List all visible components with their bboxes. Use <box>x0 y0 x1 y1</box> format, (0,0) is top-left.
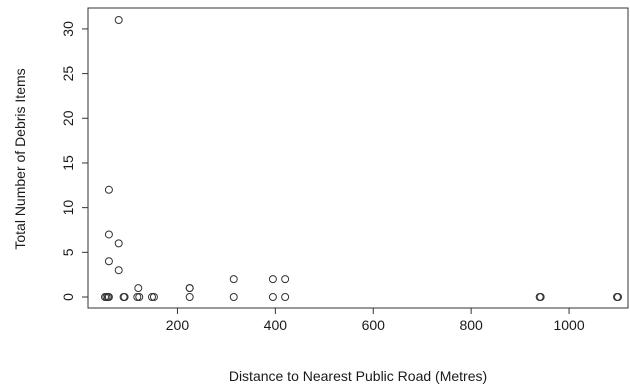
data-point <box>268 275 277 284</box>
data-point <box>229 293 238 301</box>
x-tick-label: 400 <box>264 317 288 333</box>
x-axis: 200 400 600 800 1000 <box>166 308 585 333</box>
data-point <box>536 293 545 301</box>
y-tick-label: 0 <box>60 293 76 301</box>
data-point <box>104 185 113 194</box>
data-point <box>114 239 123 248</box>
x-tick-label: 200 <box>166 317 190 333</box>
y-tick-label: 20 <box>60 110 76 126</box>
data-point <box>185 293 194 301</box>
data-point <box>614 293 622 301</box>
y-tick-label: 25 <box>60 66 76 82</box>
x-axis-title: Distance to Nearest Public Road (Metres) <box>229 368 487 384</box>
data-point <box>104 230 113 239</box>
y-axis: 0 5 10 15 20 25 30 <box>60 21 88 301</box>
data-point <box>229 275 238 284</box>
data-point <box>114 266 123 275</box>
data-points <box>101 16 622 301</box>
data-point <box>134 284 143 293</box>
plot-frame <box>87 7 629 309</box>
data-point <box>104 257 113 266</box>
data-point <box>104 293 113 301</box>
y-tick-label: 15 <box>60 155 76 171</box>
y-tick-label: 30 <box>60 21 76 37</box>
data-point <box>281 293 290 301</box>
x-tick-label: 1000 <box>553 317 584 333</box>
y-axis-title: Total Number of Debris Items <box>12 68 28 249</box>
data-point <box>133 293 142 301</box>
data-point <box>185 284 194 293</box>
data-point <box>149 293 158 301</box>
data-point <box>268 293 277 301</box>
data-point <box>114 16 123 24</box>
y-tick-label: 10 <box>60 200 76 216</box>
data-point <box>135 293 144 301</box>
data-point <box>281 275 290 284</box>
data-point <box>120 293 129 301</box>
x-tick-label: 800 <box>459 317 483 333</box>
x-tick-label: 600 <box>362 317 386 333</box>
y-tick-label: 5 <box>60 248 76 256</box>
data-point <box>147 293 156 301</box>
